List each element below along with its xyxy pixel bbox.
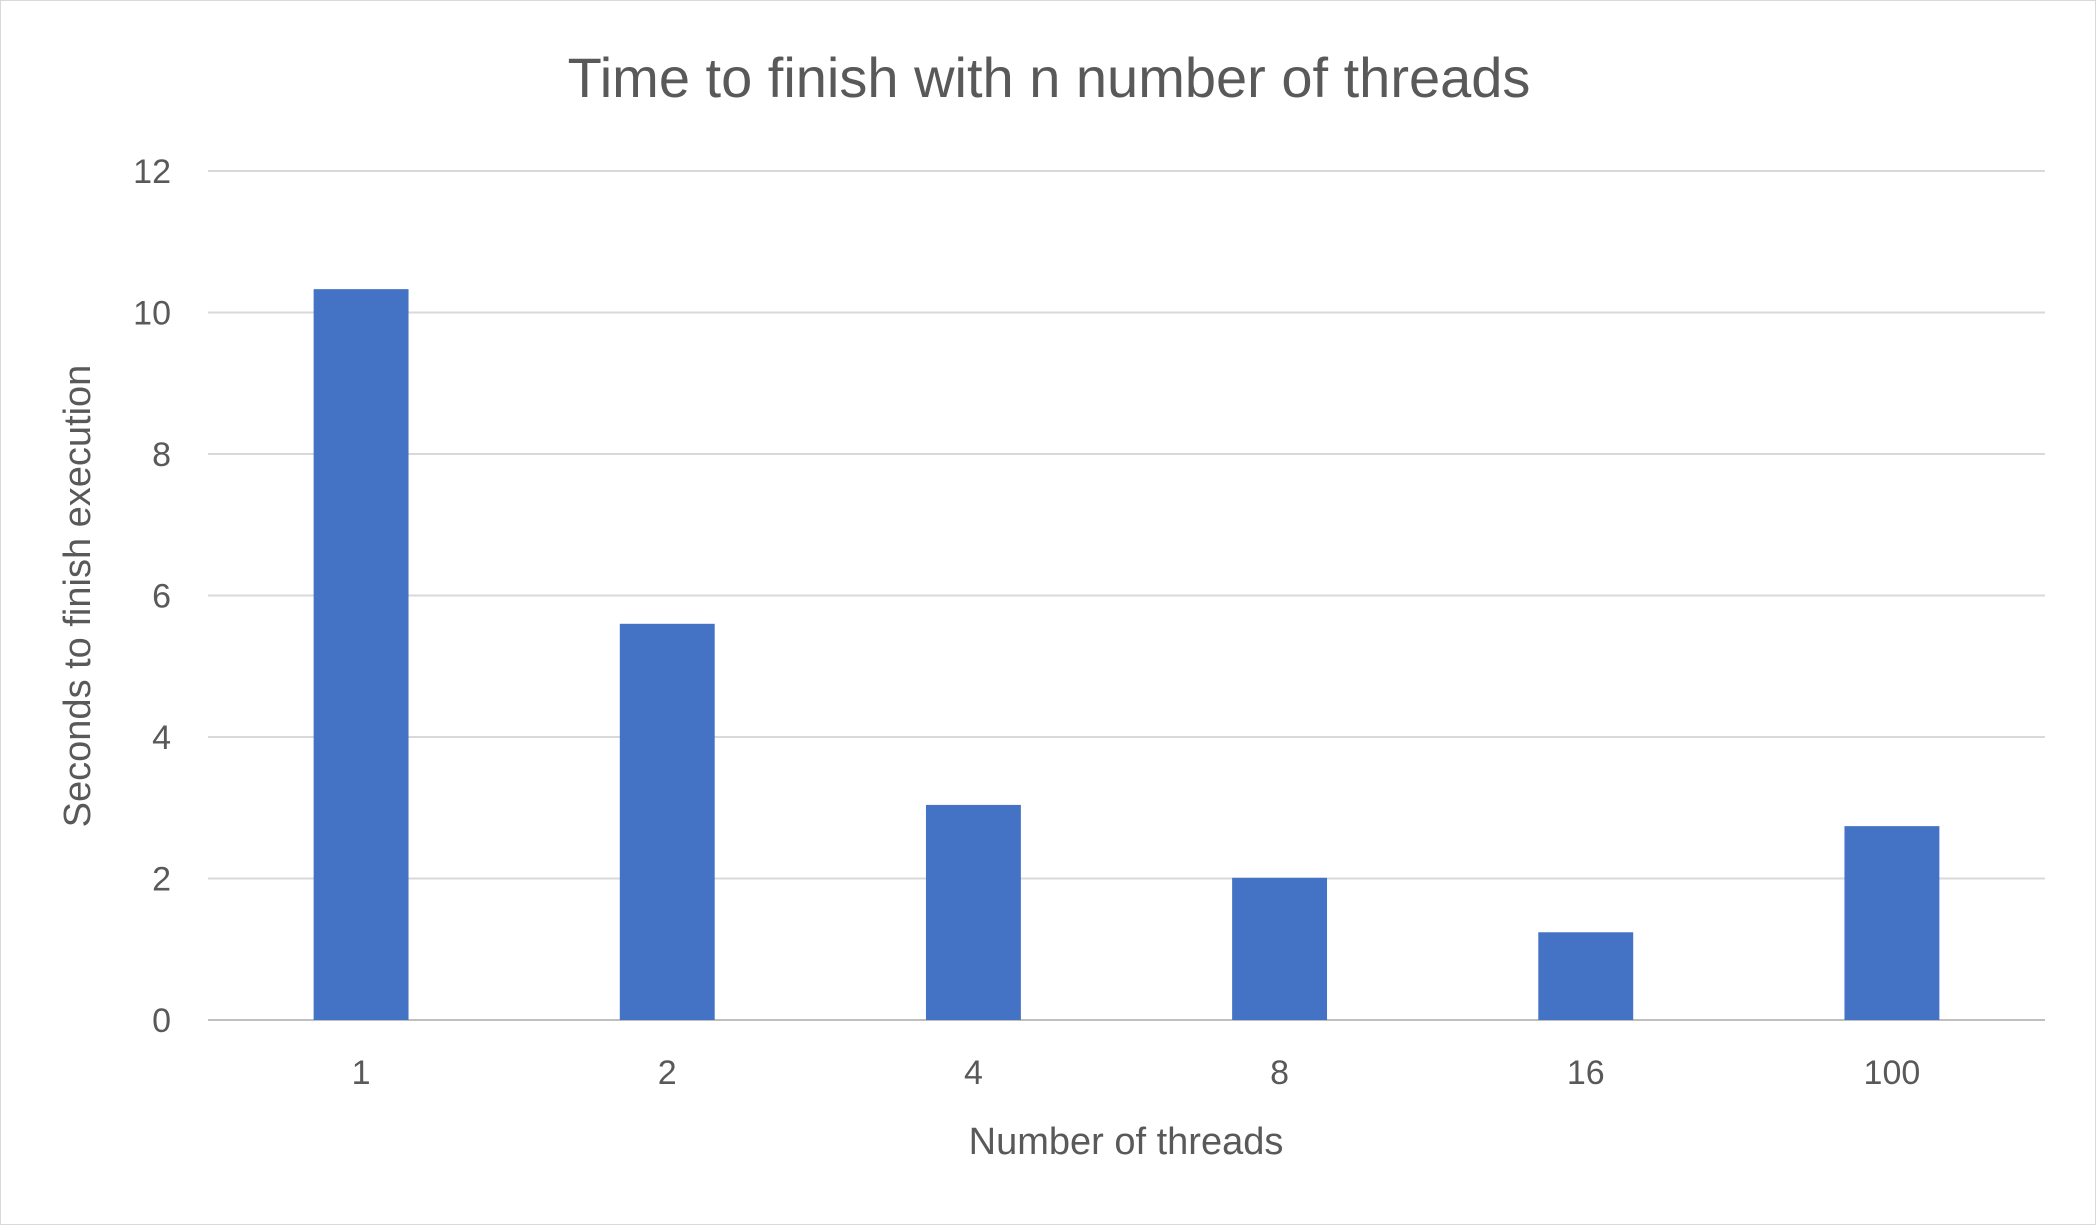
bar-100 [1844, 826, 1940, 1020]
y-tick-label: 2 [152, 861, 171, 899]
y-tick-label: 6 [152, 578, 171, 616]
bar-8 [1232, 877, 1328, 1020]
y-tick-label: 0 [152, 1002, 171, 1040]
x-tick-label: 16 [1567, 1054, 1605, 1092]
gridlines [208, 170, 2045, 1021]
y-tick-label: 10 [133, 295, 171, 333]
y-tick-label: 12 [133, 153, 171, 191]
x-axis-ticks: 1 2 4 8 16 100 [352, 1054, 1921, 1092]
x-axis-label: Number of threads [969, 1121, 1284, 1163]
y-axis-ticks: 0 2 4 6 8 10 12 [133, 153, 171, 1040]
x-tick-label: 100 [1864, 1054, 1921, 1092]
chart-title: Time to finish with n number of threads [568, 46, 1531, 109]
bar-2 [619, 623, 715, 1020]
y-tick-label: 4 [152, 719, 171, 757]
x-tick-label: 1 [352, 1054, 371, 1092]
bars [313, 289, 1940, 1021]
x-tick-label: 2 [658, 1054, 677, 1092]
bar-1 [313, 289, 409, 1021]
y-axis-label: Seconds to finish execution [57, 365, 99, 828]
x-tick-label: 8 [1270, 1054, 1289, 1092]
bar-4 [925, 804, 1021, 1020]
y-tick-label: 8 [152, 436, 171, 474]
x-tick-label: 4 [964, 1054, 983, 1092]
bar-16 [1538, 932, 1634, 1020]
